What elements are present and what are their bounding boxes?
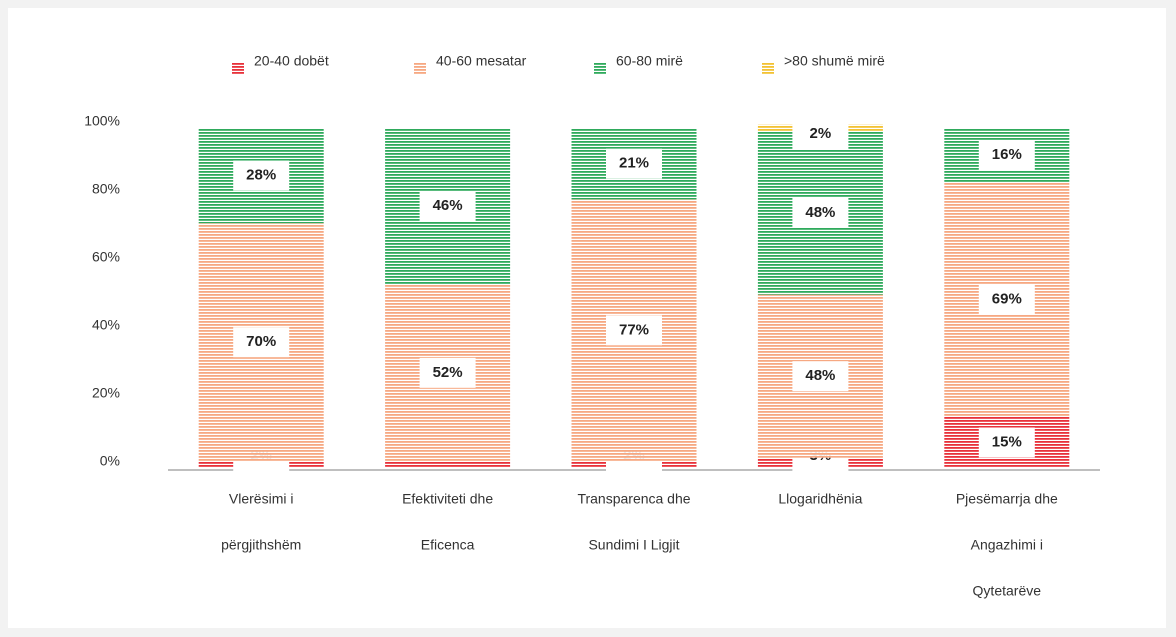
y-tick-label: 20% [92,385,120,401]
x-tick-label: Efektiviteti dhe [402,491,493,507]
data-label-bg [233,327,290,358]
data-label: 15% [992,433,1022,450]
data-label-bg [978,427,1035,458]
x-tick-label: përgjithshëm [221,537,301,553]
legend-swatch [414,62,426,74]
data-label-bg [606,315,662,346]
data-label: 52% [433,364,463,381]
x-tick-label: Eficenca [421,537,475,553]
data-label: 48% [805,204,835,221]
data-label-bg [606,148,662,179]
legend-swatch [762,62,774,74]
x-tick-label: Pjesëmarrja dhe [956,491,1058,507]
data-label: 46% [433,197,463,214]
y-tick-label: 0% [100,453,120,469]
data-label: 48% [805,367,835,384]
data-label: 77% [619,321,649,338]
data-label-bg [792,361,849,392]
data-label-bg [978,284,1035,315]
legend-swatch [232,62,244,74]
legend-label: 40-60 mesatar [436,53,527,69]
data-label-bg [233,160,290,191]
legend-label: >80 shumë mirë [784,53,885,69]
x-tick-label: Llogaridhënia [778,491,862,507]
data-label: 28% [246,167,276,184]
data-label: 16% [992,146,1022,163]
x-tick-label: Angazhimi i [971,537,1043,553]
data-label-bg [419,191,476,222]
y-tick-label: 40% [92,317,120,333]
y-tick-label: 60% [92,249,120,265]
data-label: 70% [246,333,276,350]
legend-label: 20-40 dobët [254,53,329,69]
data-label-bg [978,140,1035,171]
x-tick-label: Transparenca dhe [577,491,690,507]
data-label-bg [792,119,849,149]
data-label-bg [419,357,476,388]
x-tick-label: Qytetarëve [973,583,1042,599]
y-tick-label: 100% [84,113,120,129]
data-label: 69% [992,291,1022,308]
y-tick-label: 80% [92,181,120,197]
data-label-bg [792,198,849,228]
x-tick-label: Sundimi I Ligjit [588,537,679,553]
legend-swatch [594,62,606,74]
data-label: 2% [810,125,832,142]
bar-segment [385,461,511,468]
x-tick-label: Vlerësimi i [229,491,294,507]
data-label: 21% [619,155,649,172]
legend-label: 60-80 mirë [616,53,683,69]
